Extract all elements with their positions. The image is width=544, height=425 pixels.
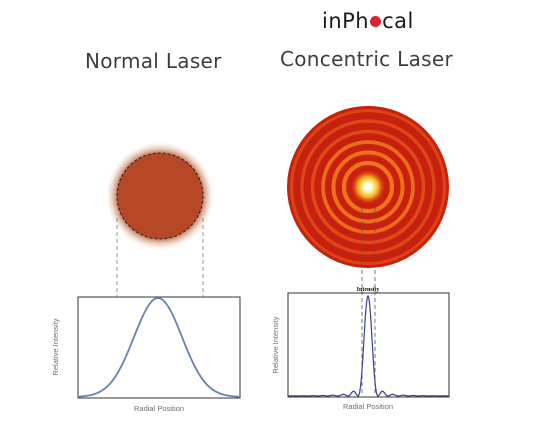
- concentric-spot-center: [364, 183, 372, 191]
- concentric-peak-label: Intensity: [357, 287, 380, 293]
- concentric-intensity-curve: [287, 294, 449, 397]
- concentric-ring-group: [290, 109, 446, 265]
- normal-spot-core: [117, 153, 203, 239]
- concentric-ring: [321, 140, 415, 234]
- concentric-ring: [341, 160, 395, 214]
- concentric-ring: [331, 150, 405, 224]
- concentric-intensity-plot: Intensity Radial Position Relative Inten…: [271, 287, 450, 411]
- brand-logo: inPh cal: [322, 9, 414, 33]
- concentric-y-axis-label: Relative Intensity: [271, 316, 280, 373]
- normal-intensity-plot: Radial Position Relative Intensity: [51, 296, 241, 413]
- concentric-ring: [310, 129, 426, 245]
- brand-prefix: inPh: [322, 9, 370, 33]
- brand-dot: [370, 16, 382, 27]
- concentric-plot-frame: [287, 292, 450, 398]
- concentric-laser-spot: [287, 106, 449, 268]
- brand-suffix: cal: [382, 9, 414, 33]
- concentric-laser-title: Concentric Laser: [280, 47, 453, 71]
- concentric-ring: [290, 109, 446, 265]
- normal-x-axis-label: Radial Position: [134, 404, 184, 413]
- normal-y-axis-label: Relative Intensity: [51, 318, 60, 375]
- concentric-ring: [300, 119, 436, 255]
- normal-laser-title: Normal Laser: [85, 49, 222, 73]
- normal-intensity-curve: [78, 297, 240, 398]
- normal-laser-spot: [106, 142, 214, 250]
- normal-spot-boundary: [116, 152, 204, 240]
- normal-plot-frame: [77, 296, 241, 399]
- concentric-x-axis-label: Radial Position: [343, 402, 393, 411]
